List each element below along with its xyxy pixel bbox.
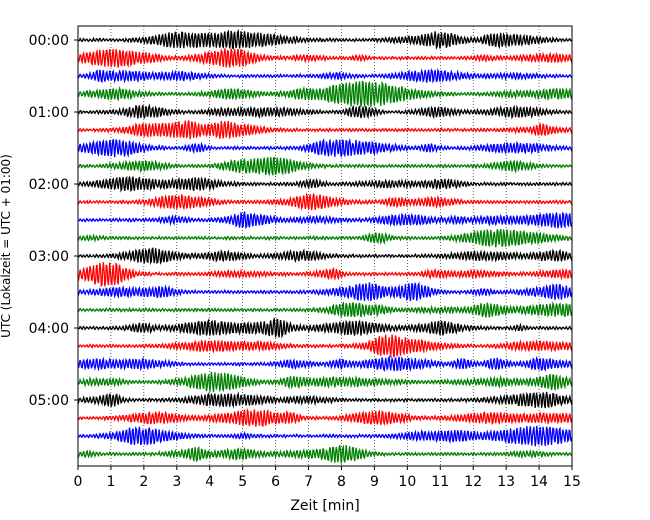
x-tick-label: 1 xyxy=(106,474,115,490)
x-tick-label: 6 xyxy=(271,474,280,490)
trace-0130 xyxy=(77,137,573,158)
trace-0500 xyxy=(77,391,573,409)
trace-0200 xyxy=(77,175,573,193)
x-tick-label: 9 xyxy=(370,474,379,490)
x-tick-label: 15 xyxy=(563,474,581,490)
x-tick-label: 2 xyxy=(139,474,148,490)
x-tick-label: 5 xyxy=(238,474,247,490)
x-tick-label: 3 xyxy=(172,474,181,490)
y-tick-label: 01:00 xyxy=(29,105,69,121)
x-axis-label: Zeit [min] xyxy=(290,498,359,514)
y-tick-label: 05:00 xyxy=(29,393,69,409)
y-tick-label: 04:00 xyxy=(29,321,69,337)
grid-lines xyxy=(110,26,540,466)
trace-0430 xyxy=(77,355,573,373)
y-tick-label: 02:00 xyxy=(29,177,69,193)
y-tick-label: 00:00 xyxy=(29,33,69,49)
trace-0000 xyxy=(77,28,573,51)
trace-0415 xyxy=(77,334,573,358)
trace-0145 xyxy=(77,156,573,177)
plot-frame xyxy=(77,25,573,467)
x-axis: 0 1 2 3 4 5 6 7 8 9 10 11 12 13 14 15 xyxy=(74,466,581,490)
traces xyxy=(77,28,573,464)
y-axis-label: UTC (Lokalzeit = UTC + 01:00) xyxy=(0,154,13,338)
x-tick-label: 7 xyxy=(304,474,313,490)
trace-0115 xyxy=(77,120,573,140)
trace-0015 xyxy=(77,48,573,68)
trace-0230 xyxy=(77,211,573,230)
trace-0245 xyxy=(77,228,573,248)
x-tick-label: 8 xyxy=(337,474,346,490)
trace-0100 xyxy=(77,103,573,120)
trace-0345 xyxy=(77,301,573,319)
x-tick-label: 12 xyxy=(464,474,482,490)
x-tick-label: 11 xyxy=(431,474,449,490)
trace-0445 xyxy=(77,371,573,393)
y-tick-label: 03:00 xyxy=(29,249,69,265)
trace-0530 xyxy=(77,425,573,447)
trace-0030 xyxy=(77,67,573,84)
trace-0400 xyxy=(77,318,573,339)
x-tick-label: 0 xyxy=(74,474,83,490)
trace-0215 xyxy=(77,192,573,211)
y-axis: 00:00 01:00 02:00 03:00 04:00 05:00 xyxy=(29,33,78,409)
trace-0315 xyxy=(77,261,573,288)
x-tick-label: 14 xyxy=(530,474,548,490)
trace-0545 xyxy=(77,444,573,464)
trace-0300 xyxy=(77,246,573,265)
x-tick-label: 4 xyxy=(205,474,214,490)
trace-0045 xyxy=(77,80,573,107)
x-tick-label: 13 xyxy=(497,474,515,490)
x-tick-label: 10 xyxy=(398,474,416,490)
trace-0330 xyxy=(77,281,573,302)
trace-0515 xyxy=(77,407,573,428)
